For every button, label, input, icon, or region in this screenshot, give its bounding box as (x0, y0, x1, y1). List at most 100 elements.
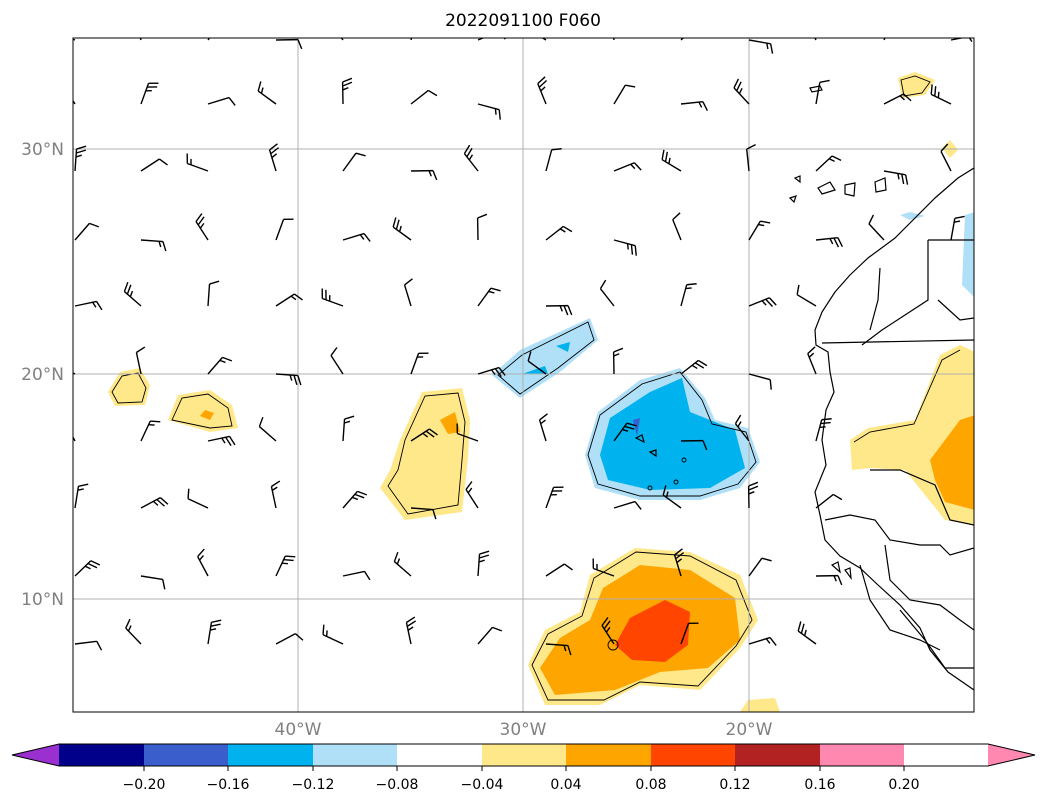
colorbar-label-2: −0.16 (207, 777, 250, 793)
wind-barb (599, 279, 615, 307)
wind-barb (613, 500, 642, 510)
colorbar-label-10: 0.20 (888, 777, 919, 793)
wind-barb (322, 624, 344, 645)
wind-barb (815, 155, 842, 172)
wind-barb (342, 415, 355, 442)
wind-barb (883, 170, 909, 185)
wind-barb (275, 633, 304, 645)
contour-fills (108, 72, 974, 712)
border-4 (869, 267, 881, 331)
lon-tick-30w: 30°W (500, 720, 547, 740)
wind-barb (680, 439, 708, 451)
wind-barb (74, 483, 89, 509)
wind-barb (268, 143, 280, 172)
wind-barbs (73, 38, 974, 656)
wind-barb (883, 38, 886, 41)
colorbar-seg-11 (904, 744, 988, 766)
wind-barb (342, 152, 366, 172)
wind-barb (748, 297, 777, 308)
wind-barb (135, 346, 146, 375)
wind-barb (74, 300, 103, 311)
plot-title: 2022091100 F060 (445, 11, 601, 31)
wind-barb (140, 575, 166, 590)
wind-barb (477, 287, 501, 307)
contour-lines (111, 75, 961, 701)
wind-barb (392, 217, 412, 241)
wind-barb (125, 618, 142, 645)
wind-barb (477, 103, 501, 120)
wind-barb (207, 38, 211, 41)
wind-barb (545, 304, 573, 316)
coastlines (634, 85, 974, 691)
wind-barb (410, 89, 438, 105)
wind-barb (748, 39, 774, 54)
wind-barb (545, 643, 572, 656)
wind-barb (545, 148, 562, 172)
wind-barb (680, 359, 708, 375)
wind-barb (73, 38, 76, 41)
wind-barb (527, 351, 547, 375)
wind-barb (746, 143, 756, 172)
colorbar-seg-3 (228, 744, 313, 766)
wind-barb (612, 347, 624, 375)
border-7 (824, 514, 974, 556)
colorbar-seg-5 (397, 744, 482, 766)
contour-positive-south-core (615, 600, 690, 662)
lon-tick-20w: 20°W (726, 720, 773, 740)
wind-barb (807, 346, 817, 375)
lat-tick-30n: 30°N (21, 140, 64, 160)
colorbar-seg-7 (566, 744, 651, 766)
wind-barb (410, 38, 413, 41)
wind-barb (815, 79, 830, 105)
wind-barb (815, 418, 832, 442)
wind-barb (592, 558, 615, 577)
wind-barb (140, 82, 159, 105)
wind-barb (950, 215, 965, 241)
colorbar-seg-8 (651, 744, 735, 766)
colorbar-label-4: −0.08 (376, 777, 419, 793)
wind-barb (815, 237, 844, 248)
lat-axis: 30°N 20°N 10°N (21, 140, 64, 610)
wind-barb (733, 78, 750, 105)
gridlines (73, 38, 974, 712)
colorbar-over-triangle (988, 744, 1035, 766)
wind-barb (187, 488, 209, 509)
wind-barb (74, 145, 87, 172)
wind-barb (74, 640, 103, 651)
wind-barb (321, 288, 344, 307)
wind-barb (403, 278, 413, 307)
wind-barb (207, 619, 222, 645)
plot-frame (72, 37, 975, 713)
wind-barb (545, 225, 573, 241)
colorbar-label-7: 0.08 (635, 777, 666, 793)
wind-barb (748, 373, 772, 390)
colorbar-seg-2 (144, 744, 228, 766)
wind-barb (195, 213, 209, 241)
contour-positive-coast-core (930, 415, 974, 510)
border-1 (821, 339, 974, 344)
contour-negative-main-core (600, 378, 745, 490)
wind-barb (74, 222, 100, 241)
wind-barb (140, 158, 168, 172)
wind-barb (747, 481, 759, 509)
wind-barb (275, 218, 294, 241)
wind-barb (207, 96, 236, 106)
canary-islands (788, 175, 887, 204)
wind-barb (940, 143, 952, 172)
wind-barb (734, 414, 750, 442)
lon-tick-40w: 40°W (275, 720, 322, 740)
wind-barb (342, 232, 371, 242)
contour-negative-coast-1 (900, 212, 925, 220)
wind-barb (477, 550, 490, 577)
colorbar-label-1: −0.20 (123, 777, 166, 793)
wind-barb (275, 555, 296, 577)
contour-negative-ne-core (522, 342, 570, 374)
wind-barb (748, 220, 771, 241)
contour-positive-central-core (440, 412, 460, 434)
border-3 (861, 240, 929, 346)
wind-barb (545, 486, 564, 509)
wind-barb (613, 38, 615, 41)
wind-barb (662, 485, 682, 509)
contour-negative-coast-2 (962, 212, 974, 297)
colorbar-seg-6 (482, 744, 566, 766)
